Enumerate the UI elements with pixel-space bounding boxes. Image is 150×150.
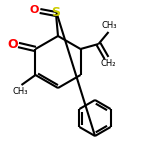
Text: CH₃: CH₃ bbox=[13, 87, 28, 96]
Text: CH₃: CH₃ bbox=[102, 21, 117, 30]
Text: O: O bbox=[29, 5, 39, 15]
Text: O: O bbox=[7, 38, 18, 51]
Text: CH₂: CH₂ bbox=[101, 60, 116, 69]
Text: S: S bbox=[51, 6, 60, 20]
